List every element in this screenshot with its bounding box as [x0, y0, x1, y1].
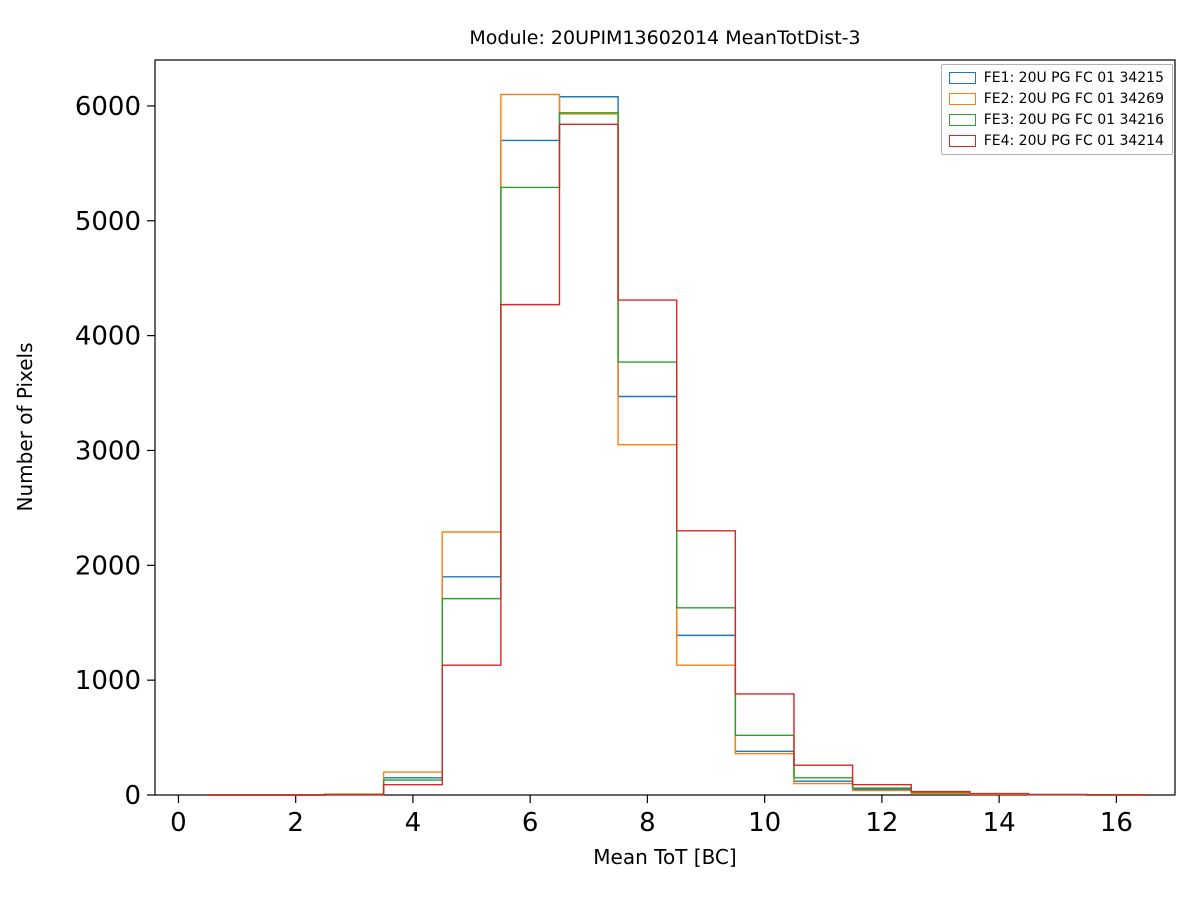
- y-tick-label: 5000: [75, 207, 141, 237]
- x-axis-label: Mean ToT [BC]: [593, 845, 736, 869]
- legend-swatch-icon: [948, 72, 976, 84]
- legend-item-4: FE4: 20U PG FC 01 34214: [948, 133, 1164, 149]
- y-tick-label: 6000: [75, 92, 141, 122]
- legend-label: FE3: 20U PG FC 01 34216: [983, 112, 1164, 128]
- y-tick-label: 3000: [75, 436, 141, 466]
- x-tick-label: 16: [1100, 808, 1133, 838]
- axes-frame: [154, 59, 1176, 796]
- legend-label: FE1: 20U PG FC 01 34215: [983, 70, 1164, 86]
- x-tick-label: 14: [983, 808, 1016, 838]
- x-tick-label: 10: [748, 808, 781, 838]
- series-layer: [207, 93, 1147, 796]
- x-tick-label: 4: [405, 808, 422, 838]
- legend-label: FE4: 20U PG FC 01 34214: [983, 133, 1164, 149]
- x-tick-label: 12: [865, 808, 898, 838]
- y-tick-label: 4000: [75, 322, 141, 352]
- x-tick-label: 6: [522, 808, 539, 838]
- legend-swatch-icon: [948, 114, 976, 126]
- series-step-4: [207, 123, 1147, 796]
- y-axis-label: Number of Pixels: [13, 342, 37, 511]
- y-tick-label: 1000: [75, 666, 141, 696]
- x-tick-label: 8: [639, 808, 656, 838]
- y-tick-label: 2000: [75, 551, 141, 581]
- chart-title: Module: 20UPIM13602014 MeanTotDist-3: [469, 27, 860, 49]
- x-tick-label: 0: [170, 808, 187, 838]
- axes-layer: 0 2 4 6 8 10 12 14 16 0 1000 2000 3000 4000 5000 6000: [75, 59, 1176, 838]
- x-tick-label: 2: [287, 808, 304, 838]
- legend-label: FE2: 20U PG FC 01 34269: [983, 91, 1164, 107]
- legend-item-1: FE1: 20U PG FC 01 34215: [948, 70, 1164, 86]
- legend-item-3: FE3: 20U PG FC 01 34216: [948, 112, 1164, 128]
- legend-swatch-icon: [948, 93, 976, 105]
- legend: FE1: 20U PG FC 01 34215 FE2: 20U PG FC 01…: [940, 64, 1173, 155]
- legend-swatch-icon: [948, 135, 976, 147]
- y-tick-label: 0: [124, 781, 141, 811]
- legend-item-2: FE2: 20U PG FC 01 34269: [948, 91, 1164, 107]
